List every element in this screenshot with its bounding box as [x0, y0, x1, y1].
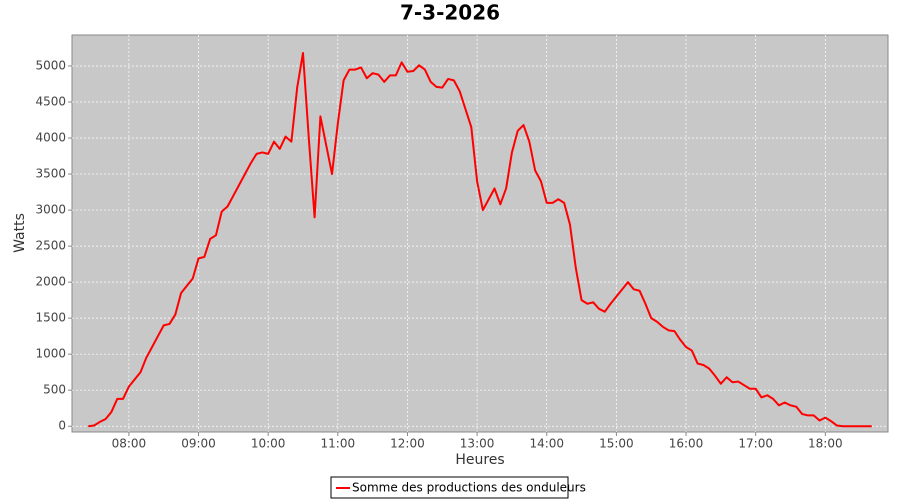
- x-tick-label: 16:00: [669, 437, 704, 451]
- y-tick-label: 500: [43, 383, 66, 397]
- y-tick-label: 4500: [35, 95, 66, 109]
- chart-title: 7-3-2026: [400, 1, 500, 25]
- x-tick-label: 17:00: [738, 437, 773, 451]
- y-tick-label: 0: [58, 419, 66, 433]
- x-tick-label: 12:00: [390, 437, 425, 451]
- legend: [330, 476, 569, 499]
- y-tick-label: 3000: [35, 203, 66, 217]
- x-axis-label: Heures: [455, 452, 504, 468]
- y-tick-label: 2500: [35, 239, 66, 253]
- y-tick-label: 5000: [35, 58, 66, 72]
- x-tick-label: 18:00: [808, 437, 843, 451]
- x-tick-label: 14:00: [529, 437, 564, 451]
- x-tick-label: 15:00: [599, 437, 634, 451]
- legend-label: Somme des productions des onduleurs: [352, 481, 586, 495]
- y-tick-label: 1000: [35, 347, 66, 361]
- x-tick-label: 10:00: [251, 437, 286, 451]
- y-tick-label: 3500: [35, 167, 66, 181]
- y-tick-label: 1500: [35, 311, 66, 325]
- x-tick-label: 11:00: [321, 437, 356, 451]
- plot-area: [71, 34, 889, 433]
- y-tick-label: 4000: [35, 131, 66, 145]
- y-tick-label: 2000: [35, 275, 66, 289]
- x-tick-label: 13:00: [460, 437, 495, 451]
- x-tick-label: 08:00: [112, 437, 147, 451]
- y-axis-label: Watts: [12, 213, 28, 253]
- x-tick-label: 09:00: [181, 437, 216, 451]
- data-line: [88, 52, 872, 428]
